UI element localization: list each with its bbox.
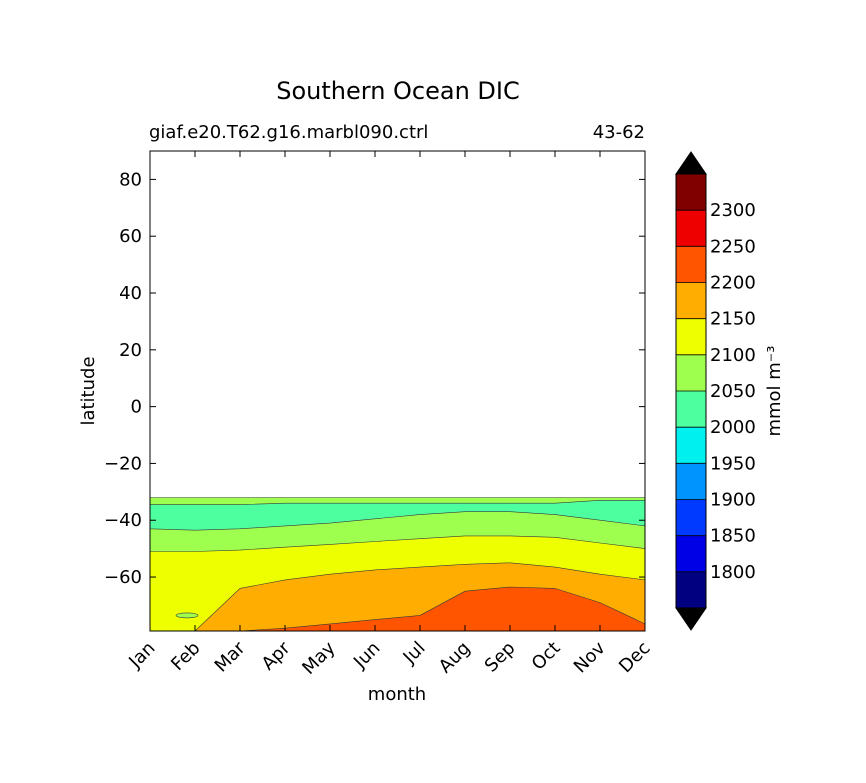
colorbar-tick-label: 2200 <box>710 273 756 294</box>
plot-frame <box>149 150 646 632</box>
colorbar-tick-label: 2150 <box>710 309 756 330</box>
colorbar-segment <box>676 318 706 356</box>
y-axis-label: latitude <box>78 356 99 425</box>
colorbar-label: mmol m⁻³ <box>764 345 785 436</box>
colorbar-tick-label: 2100 <box>710 345 756 366</box>
chart-subtitle-years: 43-62 <box>593 122 645 143</box>
x-tick-label: Sep <box>481 638 520 677</box>
colorbar-segment <box>676 463 706 500</box>
colorbar-tick-label: 2000 <box>710 417 756 438</box>
colorbar-tick-label: 2300 <box>710 200 756 221</box>
colorbar-segment <box>676 427 706 464</box>
colorbar-segment <box>676 354 706 392</box>
colorbar-tick-label: 2250 <box>710 236 756 257</box>
x-tick-label: Jun <box>349 638 384 673</box>
y-tick-label: −60 <box>104 567 142 588</box>
y-tick-label: −40 <box>104 510 142 531</box>
y-tick-label: 40 <box>119 283 142 304</box>
y-tick-label: 20 <box>119 340 142 361</box>
x-tick-label: Apr <box>258 637 295 674</box>
y-tick-label: 0 <box>131 397 142 418</box>
colorbar-extend-under <box>675 607 707 631</box>
colorbar-segment <box>676 174 706 211</box>
x-tick-label: May <box>298 637 339 678</box>
x-tick-label: Aug <box>435 638 475 678</box>
x-tick-label: Mar <box>211 637 250 676</box>
x-tick-label: Oct <box>528 638 565 675</box>
x-tick-label: Dec <box>615 638 654 677</box>
chart-subtitle-run: giaf.e20.T62.g16.marbl090.ctrl <box>149 122 428 143</box>
colorbar-segment <box>676 391 706 428</box>
chart-title: Southern Ocean DIC <box>276 77 520 105</box>
colorbar-segment <box>676 246 706 283</box>
colorbar-tick-label: 1950 <box>710 453 756 474</box>
x-tick-label: Jul <box>399 638 430 669</box>
colorbar-tick-label: 1800 <box>710 562 756 583</box>
colorbar-segment <box>676 499 706 536</box>
colorbar-segment <box>676 535 706 573</box>
x-tick-label: Jan <box>124 638 159 673</box>
x-tick-label: Feb <box>167 638 204 675</box>
y-tick-label: 60 <box>119 226 142 247</box>
colorbar-tick-label: 1850 <box>710 526 756 547</box>
colorbar-extend-over <box>675 151 707 175</box>
contour-patch <box>175 612 199 619</box>
colorbar-tick-label: 2050 <box>710 381 756 402</box>
colorbar-tick-label: 1900 <box>710 490 756 511</box>
colorbar-segment <box>676 282 706 319</box>
colorbar: 1800 1850 1900 1950 2000 2050 2100 2150 2200 2250… <box>675 151 756 631</box>
contour-field <box>150 497 645 631</box>
x-axis-label: month <box>368 684 426 705</box>
colorbar-segment <box>676 571 706 609</box>
colorbar-segment <box>676 210 706 247</box>
contour-band-2000-2050 <box>150 499 645 531</box>
x-tick-label: Nov <box>570 637 610 677</box>
y-tick-label: −20 <box>104 453 142 474</box>
y-tick-label: 80 <box>119 169 142 190</box>
